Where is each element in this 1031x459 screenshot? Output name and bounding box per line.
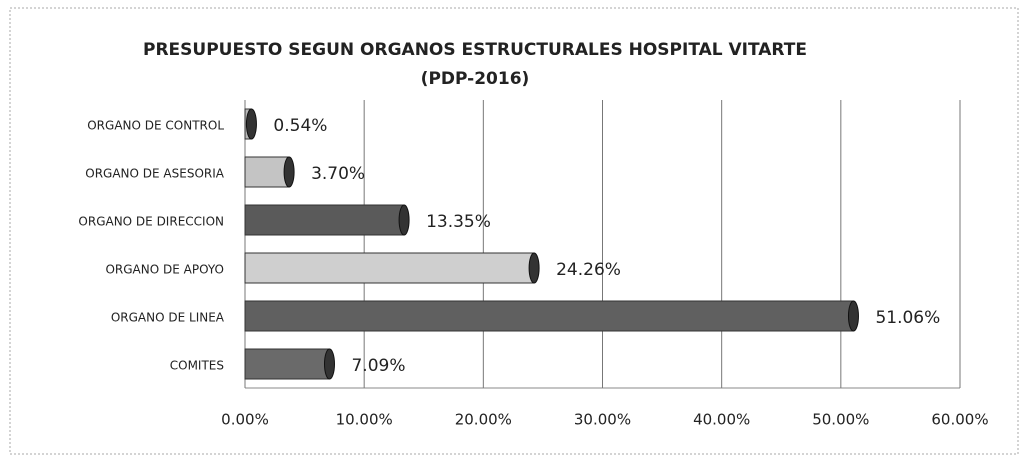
- chart-frame: [9, 7, 1019, 455]
- bar: [244, 252, 535, 284]
- x-tick-label: 40.00%: [693, 411, 750, 429]
- value-label: 0.54%: [273, 116, 327, 136]
- y-tick-label: COMITES: [170, 359, 224, 373]
- x-tick-label: 30.00%: [574, 411, 631, 429]
- bar-cap: [847, 300, 859, 332]
- value-label: 7.09%: [351, 356, 405, 376]
- y-tick-label: ORGANO DE DIRECCION: [78, 215, 224, 229]
- x-tick-label: 20.00%: [455, 411, 512, 429]
- bar-cap: [323, 348, 335, 380]
- bar-cap: [283, 156, 295, 188]
- chart-title: PRESUPUESTO SEGUN ORGANOS ESTRUCTURALES …: [143, 40, 807, 89]
- bar-cap: [528, 252, 540, 284]
- y-tick-label: ORGANO DE CONTROL: [87, 119, 224, 133]
- bar-cap: [245, 108, 257, 140]
- value-label: 3.70%: [311, 164, 365, 184]
- y-tick-label: ORGANO DE LINEA: [111, 311, 225, 325]
- value-label: 51.06%: [875, 308, 940, 328]
- y-tick-label: ORGANO DE ASESORIA: [85, 167, 225, 181]
- y-tick-label: ORGANO DE APOYO: [105, 263, 224, 277]
- bar: [244, 300, 854, 332]
- bar: [244, 156, 290, 188]
- x-tick-label: 50.00%: [812, 411, 869, 429]
- bar: [244, 204, 405, 236]
- bar-cap: [398, 204, 410, 236]
- value-label: 24.26%: [556, 260, 621, 280]
- bar: [244, 348, 330, 380]
- x-tick-label: 60.00%: [931, 411, 988, 429]
- x-tick-label: 0.00%: [221, 411, 269, 429]
- value-label: 13.35%: [426, 212, 491, 232]
- x-tick-label: 10.00%: [336, 411, 393, 429]
